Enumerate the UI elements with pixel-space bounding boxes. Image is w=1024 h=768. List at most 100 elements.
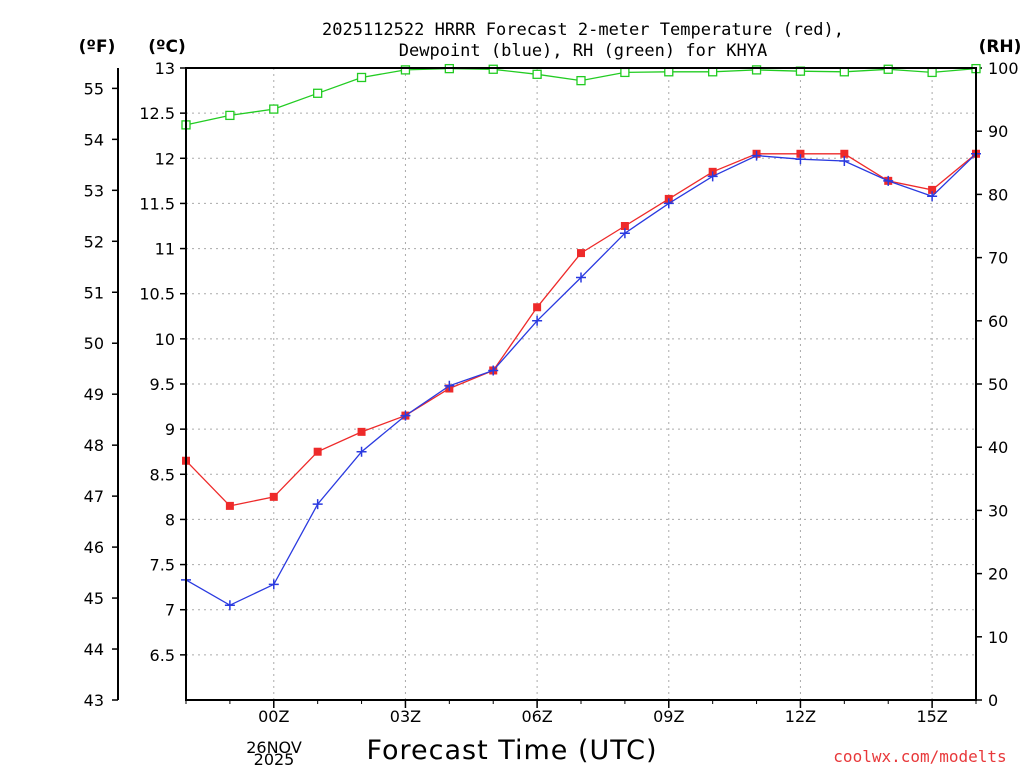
rh-point	[488, 64, 498, 74]
temperature-point	[620, 222, 629, 230]
celsius-tick-label: 8	[165, 510, 175, 529]
rh-tick-label: 50	[988, 375, 1008, 394]
celsius-tick-label: 8.5	[150, 465, 175, 484]
dewpoint-point	[356, 446, 367, 457]
dewpoint-point	[532, 315, 543, 326]
celsius-tick-label: 12	[155, 149, 175, 168]
dewpoint-point	[400, 410, 411, 421]
temperature-line	[185, 153, 977, 507]
rh-point	[620, 67, 630, 78]
temperature-point	[225, 501, 234, 510]
celsius-axis-unit: (ºC)	[148, 37, 186, 57]
rh-point	[532, 69, 542, 79]
fahrenheit-tick-label: 55	[84, 79, 104, 98]
dewpoint-point	[488, 365, 499, 376]
dewpoint-point	[707, 171, 718, 182]
time-tick-label: 03Z	[390, 707, 421, 726]
rh-tick-label: 40	[988, 438, 1008, 457]
dewpoint-point	[576, 272, 586, 283]
celsius-tick-label: 10.5	[139, 285, 175, 304]
rh-tick-label: 70	[988, 249, 1008, 268]
time-axis: 00Z 03Z 06Z 09Z 12Z 15Z	[185, 700, 977, 726]
rh-point	[356, 72, 367, 83]
fahrenheit-tick-label: 47	[84, 487, 104, 506]
rh-tick-label: 100	[988, 59, 1019, 78]
celsius-tick-label: 11.5	[139, 194, 175, 213]
time-tick-label: 00Z	[258, 707, 289, 726]
dewpoint-point	[268, 579, 279, 590]
dewpoint-point	[663, 198, 674, 209]
chart-title-line-2: Dewpoint (blue), RH (green) for KHYA	[399, 41, 767, 61]
dewpoint-line	[185, 153, 977, 606]
time-tick-label: 09Z	[653, 707, 684, 726]
rh-point	[225, 110, 235, 121]
dewpoint-point	[839, 155, 850, 166]
temperature-point	[357, 427, 366, 436]
rh-point	[576, 75, 586, 86]
rh-tick-label: 10	[988, 628, 1008, 647]
dewpoint-point	[619, 228, 630, 239]
celsius-tick-label: 13	[155, 59, 175, 78]
rh-point	[313, 88, 323, 98]
rh-point	[883, 64, 893, 74]
rh-point	[751, 65, 762, 75]
dewpoint-point	[224, 600, 235, 611]
date-label-day: 26NOV	[246, 738, 302, 757]
fahrenheit-tick-label: 52	[84, 232, 104, 251]
gridlines	[186, 68, 976, 700]
date-label-year: 2025	[254, 750, 295, 768]
fahrenheit-tick-label: 49	[84, 385, 104, 404]
temperature-point	[928, 185, 937, 194]
celsius-axis: 6.5 7 7.5 8 8.5 9 9.5 10 10.5 11 11.5 12 12.5 13	[139, 59, 186, 665]
fahrenheit-tick-label: 46	[84, 538, 104, 557]
fahrenheit-axis-unit: (ºF)	[79, 37, 116, 57]
rh-tick-label: 60	[988, 312, 1008, 331]
temperature-point	[840, 149, 849, 158]
celsius-tick-label: 11	[155, 240, 175, 259]
celsius-tick-label: 10	[155, 330, 175, 349]
temperature-point	[269, 492, 278, 501]
rh-point	[400, 65, 411, 75]
temperature-point	[796, 149, 805, 158]
celsius-tick-label: 9.5	[150, 375, 175, 394]
fahrenheit-axis: 43 44 45 46 47 48 49 50 51 52 53 54 55	[84, 68, 119, 710]
rh-point	[927, 67, 937, 78]
celsius-tick-label: 7.5	[150, 556, 175, 575]
fahrenheit-tick-label: 45	[84, 589, 104, 608]
rh-axis: 0 10 20 30 40 50 60 70 80 90 100	[976, 59, 1019, 710]
rh-tick-label: 20	[988, 565, 1008, 584]
temperature-point	[533, 303, 542, 312]
fahrenheit-tick-label: 51	[84, 283, 104, 302]
dewpoint-point	[927, 191, 938, 202]
dewpoint-point	[883, 175, 894, 186]
celsius-tick-label: 9	[165, 420, 175, 439]
fahrenheit-tick-label: 43	[84, 691, 104, 710]
rh-tick-label: 0	[988, 691, 998, 710]
rh-tick-label: 30	[988, 501, 1008, 520]
celsius-tick-label: 7	[165, 601, 175, 620]
rh-tick-label: 90	[988, 122, 1008, 141]
temperature-point	[577, 249, 585, 258]
dewpoint-point	[312, 499, 323, 510]
dewpoint-point	[751, 150, 762, 161]
rh-tick-label: 80	[988, 185, 1008, 204]
fahrenheit-tick-label: 53	[84, 181, 104, 200]
dewpoint-point	[795, 154, 806, 165]
fahrenheit-tick-label: 54	[84, 130, 104, 149]
fahrenheit-tick-label: 50	[84, 334, 104, 353]
credit-text: coolwx.com/modelts	[833, 747, 1006, 766]
time-tick-label: 15Z	[916, 707, 947, 726]
time-tick-label: 06Z	[521, 707, 552, 726]
rh-point	[269, 104, 279, 114]
temperature-point	[313, 447, 322, 456]
celsius-tick-label: 12.5	[139, 104, 175, 123]
fahrenheit-tick-label: 44	[84, 640, 104, 659]
fahrenheit-tick-label: 48	[84, 436, 104, 455]
rh-axis-unit: (RH)	[979, 37, 1022, 57]
plot-frame	[185, 67, 977, 701]
celsius-tick-label: 6.5	[150, 646, 175, 665]
x-axis-label: Forecast Time (UTC)	[366, 735, 657, 766]
dewpoint-point	[444, 380, 455, 391]
series-layer	[181, 63, 981, 611]
